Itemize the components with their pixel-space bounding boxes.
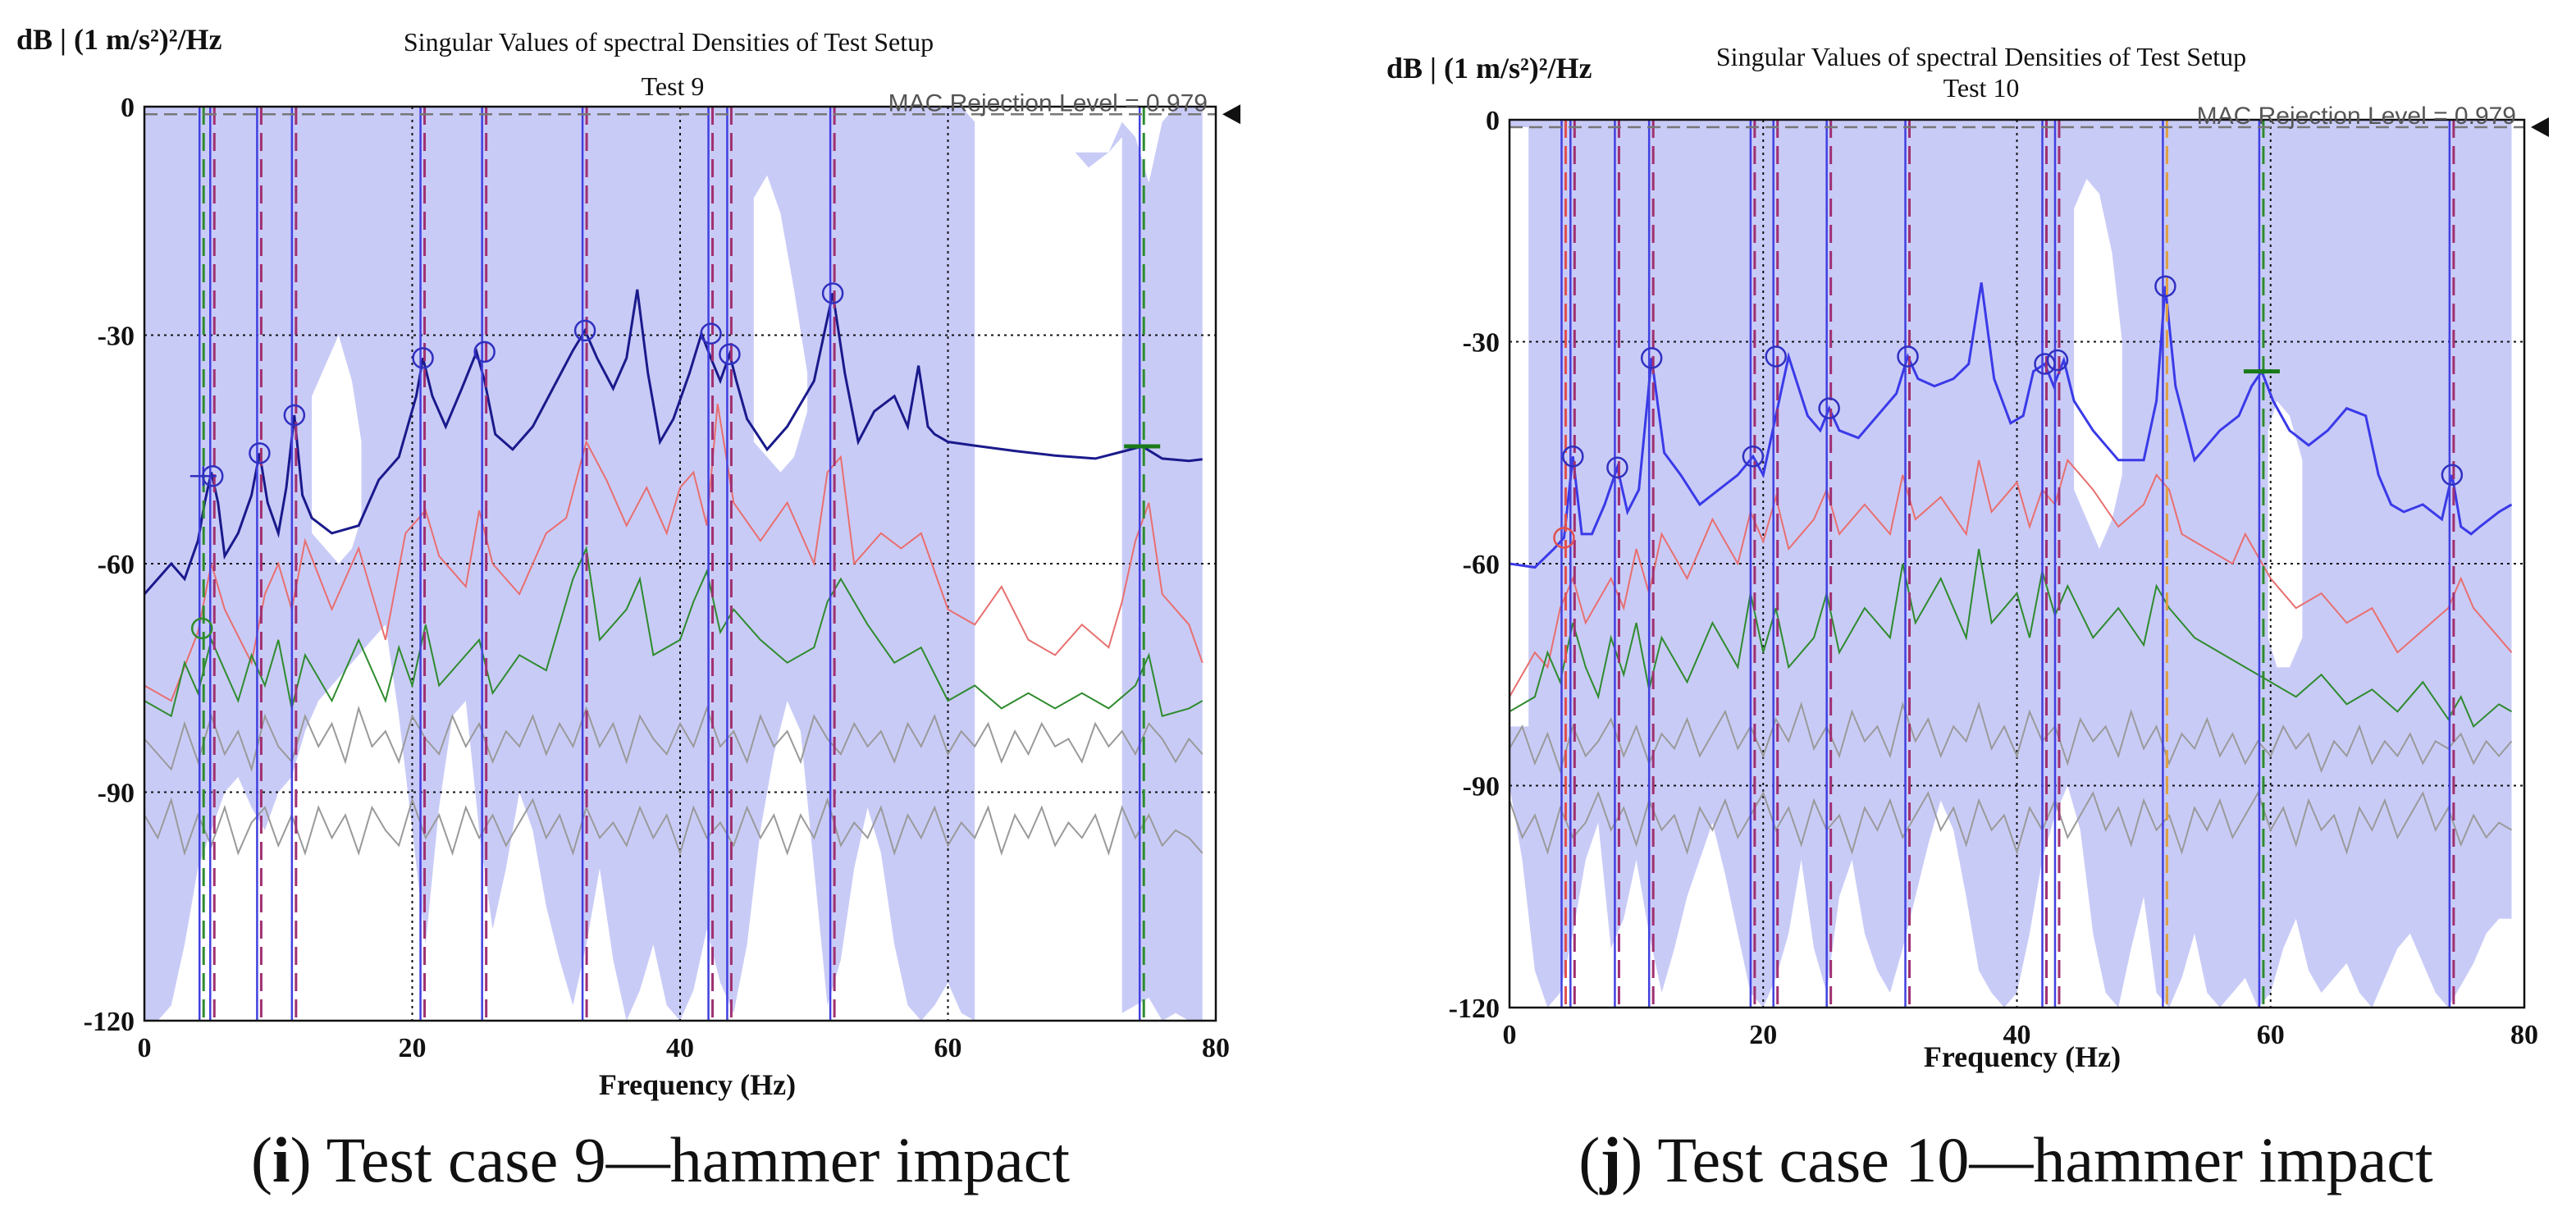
x-tick-label: 60 [934,1033,962,1063]
peak-marker [1765,345,1787,368]
mac-level-arrow-icon [1222,104,1240,125]
band-gap [2268,400,2303,668]
series-line-sv1 [144,289,1203,596]
series-line-sv3 [144,545,1204,718]
band-gap [312,335,362,564]
chart-subtitle-right: Test 10 [1943,73,2020,103]
y-unit-label-right: dB | (1 m/s²)²/Hz [1386,52,1592,85]
x-axis-label-right: Frequency (Hz) [1924,1040,2121,1073]
peak-marker [573,319,596,342]
y-tick-label: 0 [121,93,135,123]
x-tick-label: 40 [2003,1020,2031,1050]
caption-letter-left: i [272,1124,290,1195]
y-tick-label: -30 [98,322,135,352]
peak-marker [1742,446,1765,468]
peak-marker [1897,345,1919,368]
series-line-sv5 [1510,790,2513,856]
peak-marker-plus [190,466,217,487]
chart-title-right: Singular Values of spectral Densities of… [1716,42,2246,71]
y-unit-label-left: dB | (1 m/s²)²/Hz [16,23,222,56]
x-axis-label-left: Frequency (Hz) [599,1068,796,1101]
band-gap [753,175,808,473]
peak-marker [2154,275,2176,298]
peak-marker [412,347,434,369]
peak-marker [719,343,741,365]
peak-marker [1818,397,1840,419]
y-tick-label: -60 [98,550,135,580]
chart-title-left: Singular Values of spectral Densities of… [404,27,934,57]
peak-marker [283,404,306,427]
caption-right: (j) Test case 10—hammer impact [1578,1124,2433,1195]
plot-area-left [144,107,1216,1021]
series-line-sv3 [1510,548,2513,729]
y-tick-label: -30 [1463,328,1500,359]
series-line-sv5 [144,797,1204,857]
peak-marker [190,617,213,640]
peak-marker [2046,349,2069,372]
band-gap [975,121,1122,1021]
plot-frame [143,105,1217,1022]
caption-text-right: Test case 10—hammer impact [1657,1124,2433,1195]
peak-marker [1606,456,1628,479]
peak-marker [1640,347,1663,369]
band-gap [2074,179,2122,549]
y-tick-label: -120 [84,1007,135,1037]
x-tick-label: 20 [1749,1020,1777,1050]
y-tick-label: -120 [1449,994,1500,1024]
y-tick-label: 0 [1486,106,1500,136]
caption-left: (i) Test case 9—hammer impact [251,1124,1070,1195]
y-tick-label: -90 [1463,772,1500,802]
peak-marker [2034,353,2056,375]
peak-marker [2441,464,2464,487]
x-tick-label: 80 [2510,1020,2538,1050]
series-line-sv2 [144,403,1204,702]
peak-marker [821,282,844,304]
caption-text-left: Test case 9—hammer impact [327,1124,1071,1195]
y-tick-label: -90 [98,779,135,809]
x-tick-label: 40 [666,1033,694,1063]
series-line-sv1 [1510,282,2513,569]
peak-marker [1553,527,1575,549]
plot-area-right [1510,120,2524,1008]
chart-left: dB | (1 m/s²)²/Hz Singular Values of spe… [16,23,1070,1195]
plot-left: MAC Rejection Level = 0.979 0 -30 -60 -90 -12… [84,89,1240,1063]
mac-rejection-label: MAC Rejection Level = 0.979 [2197,103,2516,130]
mac-rejection-label: MAC Rejection Level = 0.979 [888,89,1208,117]
plot-right: MAC Rejection Level = 0.979 0 -30 -60 -90 -12… [1449,103,2549,1050]
band-gap [1510,127,1529,727]
peak-marker [1562,446,1584,468]
caption-letter-right: j [1599,1124,1621,1195]
x-tick-label: 20 [399,1033,427,1063]
mac-level-arrow-icon [2531,117,2549,138]
peak-marker [473,341,496,363]
peak-marker [249,442,271,464]
peak-marker [700,322,722,345]
series-line-sv4 [1510,701,2513,774]
series-line-sv4 [144,705,1204,773]
chart-right: dB | (1 m/s²)²/Hz Singular Values of spe… [1386,42,2433,1195]
x-tick-label: 0 [1503,1020,1517,1050]
x-tick-label: 80 [1202,1033,1230,1063]
plot-frame [1508,118,2526,1009]
x-tick-label: 60 [2257,1020,2285,1050]
x-tick-label: 0 [138,1033,152,1063]
y-tick-label: -60 [1463,550,1500,580]
chart-subtitle-left: Test 9 [642,71,705,101]
